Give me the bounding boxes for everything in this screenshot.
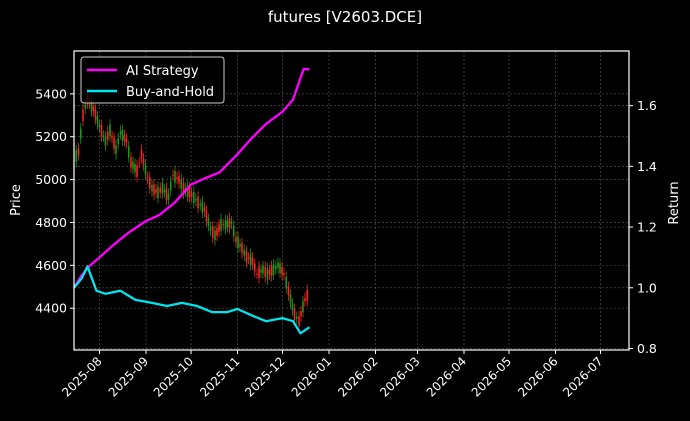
y-tick-label: 4600 xyxy=(35,258,67,273)
y2-tick-label: 1.0 xyxy=(637,280,657,295)
x-tick-label: 2026-06 xyxy=(515,354,560,399)
grid-lines xyxy=(74,51,629,350)
y-tick-label: 4400 xyxy=(35,301,67,316)
x-tick-label: 2025-10 xyxy=(151,354,196,399)
y2-axis-label: Return xyxy=(667,181,682,224)
y-axis-label: Price xyxy=(9,184,24,216)
return-axis: 0.8 1.0 1.2 1.4 1.6 xyxy=(629,98,657,356)
x-tick-label: 2025-11 xyxy=(197,354,242,399)
x-tick-label: 2026-01 xyxy=(289,354,334,399)
series-line-ai-strategy xyxy=(73,68,310,289)
x-tick-label: 2026-04 xyxy=(424,354,469,399)
series-line-buy-and-hold xyxy=(73,265,311,335)
series-lines xyxy=(73,68,311,335)
x-tick-label: 2026-03 xyxy=(377,354,422,399)
y-tick-label: 5000 xyxy=(35,172,67,187)
y2-tick-label: 1.4 xyxy=(637,159,657,174)
x-tick-label: 2025-09 xyxy=(106,354,151,399)
y2-tick-label: 1.2 xyxy=(637,220,657,235)
y2-tick-label: 1.6 xyxy=(637,98,657,113)
date-axis: 2025-08 2025-09 2025-10 2025-11 2025-12 2026-… xyxy=(59,350,606,400)
y2-tick-label: 0.8 xyxy=(637,341,657,356)
plot-frame xyxy=(73,50,630,351)
x-tick-label: 2026-05 xyxy=(469,354,514,399)
chart-title: futures [V2603.DCE] xyxy=(267,8,423,26)
candlesticks xyxy=(73,87,309,332)
legend-label-ai-strategy: AI Strategy xyxy=(126,64,199,79)
y-tick-label: 5200 xyxy=(35,129,67,144)
y-tick-label: 4800 xyxy=(35,215,67,230)
y-tick-label: 5400 xyxy=(35,86,67,101)
price-axis: 4400 4600 4800 5000 5200 5400 xyxy=(35,86,74,316)
legend-label-buy-and-hold: Buy-and-Hold xyxy=(126,85,214,100)
x-tick-label: 2026-02 xyxy=(335,354,380,399)
x-tick-label: 2025-08 xyxy=(59,354,104,399)
x-tick-label: 2026-07 xyxy=(560,354,605,399)
x-tick-label: 2025-12 xyxy=(242,354,287,399)
legend: AI Strategy Buy-and-Hold xyxy=(80,56,225,104)
